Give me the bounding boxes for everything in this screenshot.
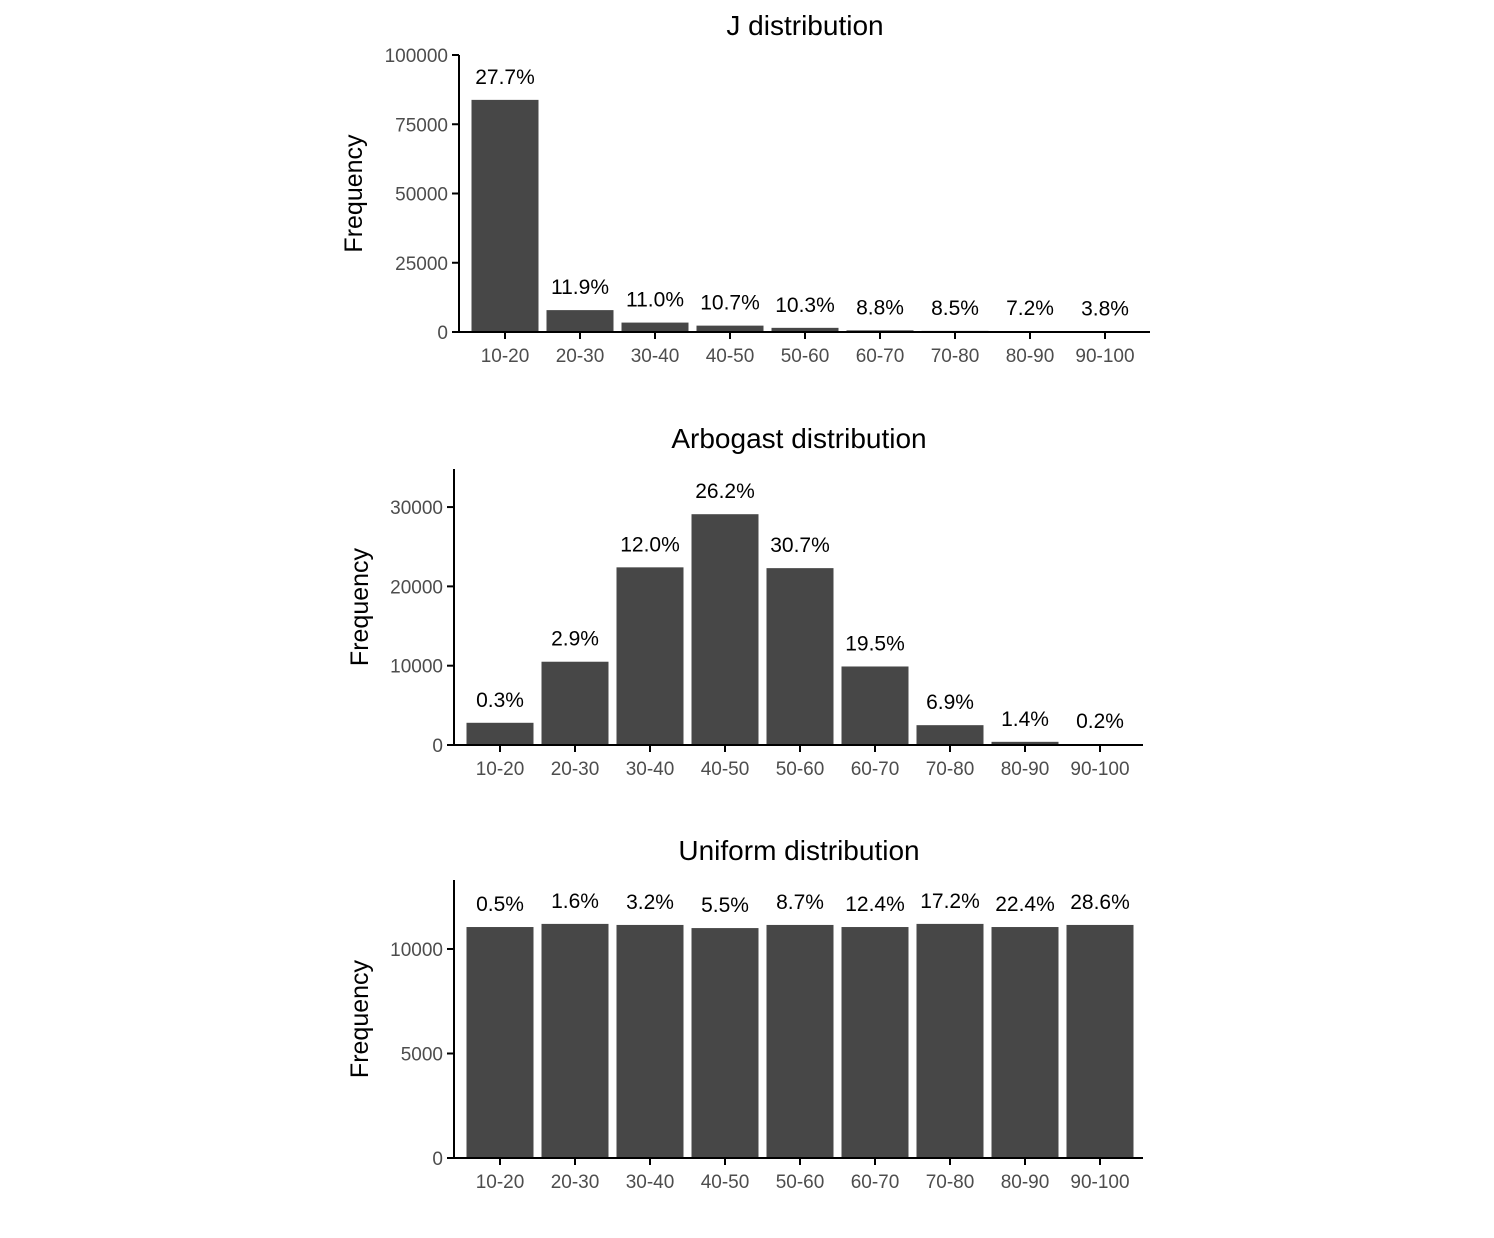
bar xyxy=(696,325,764,332)
bar xyxy=(771,327,839,332)
x-tick-label: 70-80 xyxy=(926,759,975,780)
chart-panel-3: Uniform distribution Frequency 0.5% 1.6% 3.2… xyxy=(346,835,1143,1193)
chart-title: Arbogast distribution xyxy=(671,423,926,454)
bar xyxy=(841,666,909,745)
x-tick-label: 80-90 xyxy=(1001,1172,1050,1193)
bar xyxy=(541,661,609,745)
data-label: 8.7% xyxy=(776,891,824,914)
data-label: 19.5% xyxy=(845,632,905,655)
x-tick-label: 30-40 xyxy=(626,1172,675,1193)
bar xyxy=(766,924,834,1158)
data-label: 6.9% xyxy=(926,691,974,714)
data-label: 27.7% xyxy=(475,66,535,89)
data-label: 7.2% xyxy=(1006,297,1054,320)
data-label: 0.2% xyxy=(1076,710,1124,733)
data-label: 1.6% xyxy=(551,890,599,913)
x-tick-label: 40-50 xyxy=(701,1172,750,1193)
y-tick-label: 5000 xyxy=(401,1044,443,1065)
data-label: 28.6% xyxy=(1070,891,1130,914)
y-tick-label: 100000 xyxy=(385,46,448,67)
x-tick-label: 60-70 xyxy=(856,346,905,367)
y-tick-label: 0 xyxy=(437,323,448,344)
x-tick-label: 90-100 xyxy=(1070,1172,1129,1193)
x-tick-label: 50-60 xyxy=(781,346,830,367)
data-label: 1.4% xyxy=(1001,708,1049,731)
bar xyxy=(466,722,534,745)
bar xyxy=(616,924,684,1158)
x-tick-label: 20-30 xyxy=(556,346,605,367)
chart-panel-2: Arbogast distribution Frequency 0.3% 2.9% 12… xyxy=(346,423,1143,780)
data-label: 30.7% xyxy=(770,534,830,557)
x-tick-label: 60-70 xyxy=(851,759,900,780)
bar xyxy=(766,568,834,745)
bar xyxy=(991,927,1059,1158)
x-tick-label: 20-30 xyxy=(551,1172,600,1193)
y-axis-label: Frequency xyxy=(340,134,368,253)
bar xyxy=(1066,924,1134,1158)
bar xyxy=(541,923,609,1158)
y-axis-label: Frequency xyxy=(346,959,374,1078)
x-tick-label: 30-40 xyxy=(626,759,675,780)
data-label: 22.4% xyxy=(995,893,1055,916)
bar xyxy=(991,741,1059,745)
y-axis-label: Frequency xyxy=(346,547,374,666)
y-tick-label: 75000 xyxy=(395,115,448,136)
data-label: 0.5% xyxy=(476,893,524,916)
data-label: 3.2% xyxy=(626,891,674,914)
y-tick-label: 10000 xyxy=(390,940,443,961)
data-label: 2.9% xyxy=(551,628,599,651)
data-label: 17.2% xyxy=(920,890,980,913)
y-tick-label: 0 xyxy=(432,1149,443,1170)
data-label: 0.3% xyxy=(476,689,524,712)
x-tick-label: 60-70 xyxy=(851,1172,900,1193)
bar xyxy=(471,99,539,333)
bar xyxy=(916,725,984,745)
bar xyxy=(621,322,689,332)
y-tick-label: 0 xyxy=(432,736,443,757)
chart-title: J distribution xyxy=(726,10,883,41)
y-tick-label: 20000 xyxy=(390,577,443,598)
y-tick-label: 10000 xyxy=(390,657,443,678)
x-tick-label: 20-30 xyxy=(551,759,600,780)
data-label: 10.3% xyxy=(775,294,835,317)
x-tick-label: 40-50 xyxy=(701,759,750,780)
x-tick-label: 70-80 xyxy=(926,1172,975,1193)
bar xyxy=(691,928,759,1158)
x-tick-label: 80-90 xyxy=(1006,346,1055,367)
data-label: 11.9% xyxy=(551,276,609,299)
x-tick-label: 80-90 xyxy=(1001,759,1050,780)
x-tick-label: 40-50 xyxy=(706,346,755,367)
x-tick-label: 30-40 xyxy=(631,346,680,367)
bar xyxy=(691,514,759,745)
data-label: 10.7% xyxy=(700,292,760,315)
bar xyxy=(616,567,684,745)
bar xyxy=(466,927,534,1158)
data-label: 12.4% xyxy=(845,893,905,916)
x-tick-label: 10-20 xyxy=(481,346,530,367)
data-label: 26.2% xyxy=(695,480,755,503)
chart-panel-1: J distribution Frequency 27.7% 11.9% 11.0% 10… xyxy=(340,10,1150,367)
x-tick-label: 10-20 xyxy=(476,1172,525,1193)
data-label: 5.5% xyxy=(701,894,749,917)
x-tick-label: 50-60 xyxy=(776,1172,825,1193)
x-tick-label: 50-60 xyxy=(776,759,825,780)
data-label: 11.0% xyxy=(626,289,684,312)
chart-title: Uniform distribution xyxy=(678,835,919,866)
bar xyxy=(841,927,909,1158)
x-tick-label: 10-20 xyxy=(476,759,525,780)
y-tick-label: 30000 xyxy=(390,498,443,519)
data-label: 8.8% xyxy=(856,296,904,319)
x-tick-label: 70-80 xyxy=(931,346,980,367)
data-label: 12.0% xyxy=(620,533,680,556)
bar xyxy=(916,923,984,1158)
y-tick-label: 25000 xyxy=(395,254,448,275)
data-label: 3.8% xyxy=(1081,297,1129,320)
data-label: 8.5% xyxy=(931,297,979,320)
y-tick-label: 50000 xyxy=(395,185,448,206)
bar xyxy=(546,310,614,332)
x-tick-label: 90-100 xyxy=(1070,759,1129,780)
x-tick-label: 90-100 xyxy=(1075,346,1134,367)
